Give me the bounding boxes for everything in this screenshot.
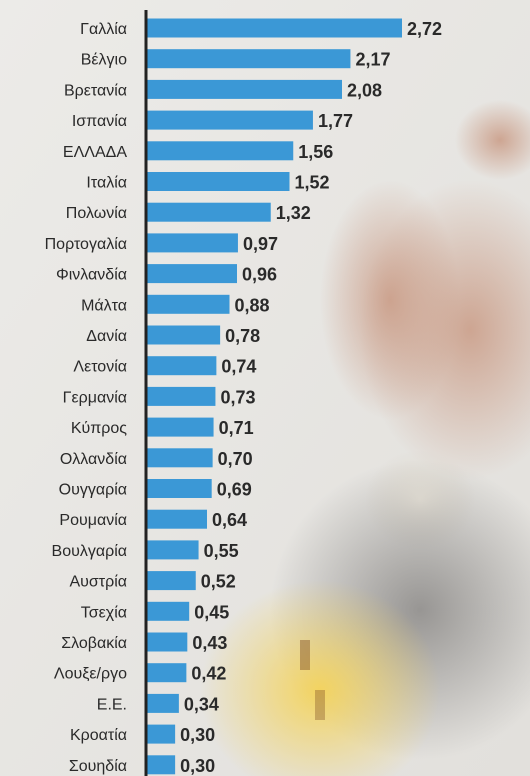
category-label: Τσεχία [81, 604, 127, 621]
category-label: Ρουμανία [59, 512, 127, 529]
category-label: Ουγγαρία [59, 482, 127, 499]
value-label: 0,88 [235, 295, 270, 315]
category-label: Βέλγιο [81, 52, 127, 69]
bar [147, 724, 176, 744]
category-label: Ολλανδία [60, 451, 127, 468]
category-label: Ε.Ε. [97, 696, 127, 713]
value-label: 0,78 [225, 326, 260, 346]
bar [147, 693, 179, 713]
value-label: 0,74 [221, 357, 256, 377]
value-label: 1,77 [318, 111, 353, 131]
category-label: Ισπανία [72, 113, 127, 130]
value-label: 0,45 [194, 602, 229, 622]
category-label: Κροατία [70, 727, 127, 744]
value-label: 0,55 [204, 541, 239, 561]
bar [147, 233, 238, 253]
category-label: Μάλτα [81, 297, 127, 314]
category-label: Ιταλία [86, 175, 127, 192]
bar-group [147, 18, 402, 775]
value-label: 2,08 [347, 80, 382, 100]
value-label: 0,69 [217, 480, 252, 500]
bar [147, 479, 212, 498]
category-label: Λετονία [73, 359, 127, 376]
category-label: ΕΛΛΑΔΑ [63, 144, 127, 161]
value-label: 0,97 [243, 234, 278, 254]
value-label: 0,73 [220, 387, 255, 407]
value-label: 0,96 [242, 265, 277, 285]
bar [147, 294, 230, 314]
category-label: Δανία [86, 328, 127, 345]
bar [147, 172, 290, 191]
bar [147, 571, 196, 591]
bar [147, 18, 402, 38]
bar [147, 417, 214, 437]
value-label: 1,32 [276, 203, 311, 223]
value-label: 2,17 [355, 50, 390, 70]
bar [147, 509, 207, 529]
category-label: Αυστρία [69, 574, 127, 591]
bar [147, 540, 199, 560]
bar [147, 264, 237, 284]
bar [147, 325, 221, 345]
value-label: 1,56 [298, 142, 333, 162]
value-labels: 2,72 2,17 2,08 1,77 1,56 1,52 1,32 0,97 0,96 0,88… [180, 19, 442, 776]
bar [147, 601, 190, 621]
bar [147, 356, 217, 376]
category-label: Βρετανία [64, 82, 127, 99]
category-label: Λουξε/ργο [54, 666, 127, 683]
value-label: 0,43 [192, 633, 227, 653]
value-label: 0,71 [219, 418, 254, 438]
category-label: Πορτογαλία [45, 236, 127, 253]
category-label: Κύπρος [71, 420, 127, 437]
value-label: 0,70 [218, 449, 253, 469]
category-label: Φινλανδία [56, 267, 127, 284]
bar [147, 49, 351, 69]
value-label: 0,30 [180, 756, 215, 776]
bar [147, 141, 294, 161]
bar [147, 79, 342, 99]
bar [147, 755, 176, 775]
bar [147, 386, 216, 406]
value-label: 0,34 [184, 694, 219, 714]
category-labels: Γαλλία Βέλγιο Βρετανία Ισπανία ΕΛΛΑΔΑ Ιταλία Π… [45, 21, 128, 775]
value-label: 2,72 [407, 19, 442, 39]
category-label: Γαλλία [80, 21, 127, 38]
category-label: Βουλγαρία [52, 543, 127, 560]
bar [147, 632, 188, 652]
category-label: Σλοβακία [61, 635, 127, 652]
value-label: 0,42 [191, 664, 226, 684]
value-label: 0,52 [201, 572, 236, 592]
category-label: Γερμανία [63, 389, 127, 406]
category-label: Σουηδία [69, 758, 127, 775]
bar [147, 448, 213, 468]
value-label: 0,64 [212, 510, 247, 530]
value-label: 0,30 [180, 725, 215, 745]
bar [147, 110, 313, 130]
category-label: Πολωνία [66, 205, 127, 222]
value-label: 1,52 [295, 173, 330, 193]
bar [147, 663, 187, 683]
bar [147, 202, 271, 222]
